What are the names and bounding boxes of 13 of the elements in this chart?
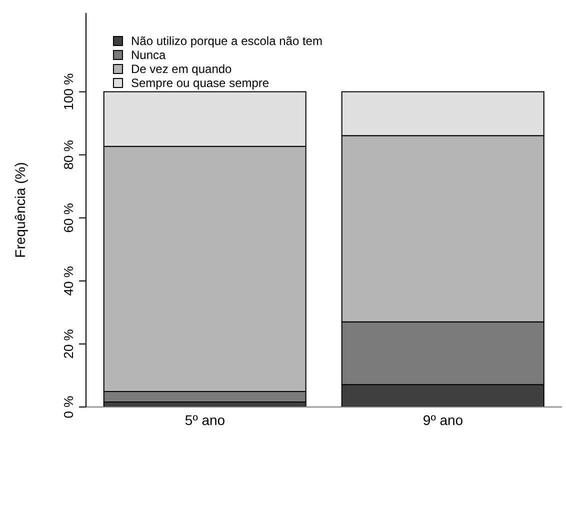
y-tick-label: 100 % <box>61 72 76 110</box>
y-tick-label: 0 % <box>61 395 76 418</box>
y-tick-label: 20 % <box>61 328 76 359</box>
y-tick-label: 60 % <box>61 202 76 233</box>
y-tick-label: 40 % <box>61 266 76 296</box>
y-tick-label: 80 % <box>61 140 76 170</box>
y-axis-title: Frequência (%) <box>12 162 28 258</box>
x-tick-label: 9º ano <box>422 412 464 428</box>
legend-label: Não utilizo porque a escola não tem <box>131 34 322 48</box>
legend-label: Nunca <box>131 48 166 62</box>
legend-label: De vez em quando <box>131 62 232 76</box>
legend-label: Sempre ou quase sempre <box>131 76 270 90</box>
x-tick-label: 5º ano <box>184 412 226 428</box>
